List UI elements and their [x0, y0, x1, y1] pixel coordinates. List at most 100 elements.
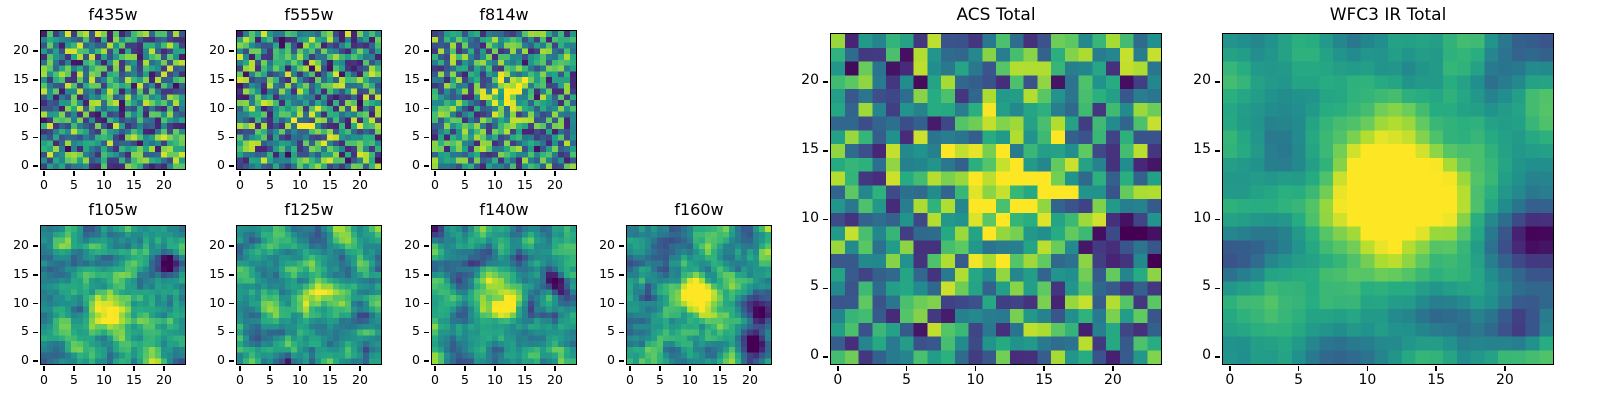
y-tick-label: 15 [209, 70, 225, 86]
y-tick-label: 5 [21, 128, 29, 144]
x-tick-label: 0 [833, 372, 843, 388]
x-tick-mark [1435, 365, 1437, 371]
x-tick-label: 10 [966, 372, 985, 388]
y-tick-label: 0 [217, 157, 225, 173]
x-tick-mark [1229, 365, 1231, 371]
y-tick-mark [423, 245, 429, 247]
x-tick-label: 10 [96, 372, 112, 387]
x-tick-label: 15 [1035, 372, 1054, 388]
x-tick-mark [1504, 365, 1506, 371]
x-tick-mark [329, 365, 331, 371]
heatmap-canvas [237, 226, 381, 364]
y-tick-mark [423, 331, 429, 334]
y-tick-mark [228, 50, 234, 52]
x-tick-mark [239, 365, 241, 371]
panel-wfc3-ir-total: WFC3 IR Total 0 5 10 15 20 0 5 10 15 20 [1193, 5, 1554, 388]
x-tick-label: 15 [126, 177, 142, 192]
y-tick-mark [618, 302, 624, 305]
x-tick-label: 10 [487, 372, 503, 387]
x-tick-mark [299, 365, 301, 371]
y-tick-mark [32, 302, 38, 305]
x-tick-mark [43, 365, 45, 371]
panel-title: f160w [674, 200, 724, 219]
y-tick-mark [228, 107, 234, 110]
panel-f125w: f125w 0 5 10 15 20 0 5 10 15 20 [209, 200, 382, 387]
x-tick-mark [554, 365, 556, 371]
x-tick-label: 10 [96, 177, 112, 192]
x-tick-label: 20 [1495, 372, 1514, 388]
y-tick-label: 5 [1202, 278, 1211, 295]
x-tick-mark [103, 365, 105, 371]
y-tick-mark [32, 331, 38, 334]
y-tick-mark [1214, 218, 1220, 221]
y-tick-label: 15 [404, 70, 420, 86]
heatmap-canvas [432, 31, 576, 169]
y-tick-mark [618, 331, 624, 334]
y-tick-label: 5 [217, 128, 225, 144]
x-tick-label: 15 [1427, 372, 1446, 388]
y-tick-mark [1214, 356, 1220, 358]
x-tick-label: 5 [656, 372, 664, 387]
y-tick-label: 10 [599, 294, 615, 310]
x-tick-mark [719, 365, 721, 371]
y-tick-label: 10 [404, 294, 420, 310]
x-tick-label: 15 [322, 177, 338, 192]
y-tick-mark [228, 79, 234, 81]
y-tick-mark [822, 218, 828, 221]
y-tick-label: 15 [13, 70, 29, 86]
x-tick-label: 15 [712, 372, 728, 387]
x-tick-label: 15 [517, 372, 533, 387]
y-tick-mark [32, 50, 38, 52]
x-tick-label: 5 [902, 372, 912, 388]
y-tick-mark [822, 81, 828, 83]
heatmap-canvas [41, 226, 185, 364]
x-tick-mark [329, 170, 331, 176]
y-tick-label: 20 [13, 42, 29, 58]
y-tick-label: 20 [599, 237, 615, 253]
y-tick-label: 10 [404, 99, 420, 115]
y-tick-mark [423, 302, 429, 305]
x-tick-label: 15 [322, 372, 338, 387]
x-tick-label: 0 [1225, 372, 1235, 388]
y-tick-mark [423, 274, 429, 276]
x-tick-label: 10 [292, 372, 308, 387]
x-tick-mark [269, 170, 271, 176]
x-tick-label: 5 [461, 177, 469, 192]
heatmap-canvas [627, 226, 771, 364]
y-tick-label: 20 [404, 42, 420, 58]
x-tick-label: 20 [547, 177, 563, 192]
y-tick-mark [228, 245, 234, 247]
x-tick-mark [554, 170, 556, 176]
y-tick-label: 15 [404, 265, 420, 281]
x-tick-label: 20 [1103, 372, 1122, 388]
x-tick-label: 5 [70, 177, 78, 192]
panel-f814w: f814w 0 5 10 15 20 0 5 10 15 20 [404, 5, 577, 192]
x-tick-mark [434, 170, 436, 176]
y-tick-mark [228, 274, 234, 276]
panel-title: f814w [479, 5, 529, 24]
y-tick-mark [822, 287, 828, 290]
y-tick-mark [32, 79, 38, 81]
y-tick-mark [423, 136, 429, 139]
y-tick-label: 20 [209, 42, 225, 58]
panel-title: f140w [479, 200, 529, 219]
x-tick-label: 0 [431, 372, 439, 387]
y-tick-mark [32, 274, 38, 276]
y-tick-mark [822, 150, 828, 152]
panel-title: f105w [88, 200, 138, 219]
y-tick-mark [228, 331, 234, 334]
y-tick-label: 10 [13, 99, 29, 115]
panel-f160w: f160w 0 5 10 15 20 0 5 10 15 20 [599, 200, 772, 387]
x-tick-label: 0 [626, 372, 634, 387]
x-tick-label: 10 [682, 372, 698, 387]
panel-f105w: f105w 0 5 10 15 20 0 5 10 15 20 [13, 200, 186, 387]
panel-title: f435w [88, 5, 138, 24]
y-tick-mark [1214, 150, 1220, 152]
y-tick-label: 20 [209, 237, 225, 253]
y-tick-label: 10 [209, 99, 225, 115]
x-tick-label: 10 [487, 177, 503, 192]
x-tick-mark [659, 365, 661, 371]
y-tick-mark [618, 245, 624, 247]
y-tick-label: 10 [1193, 209, 1211, 226]
y-tick-label: 0 [810, 347, 819, 364]
